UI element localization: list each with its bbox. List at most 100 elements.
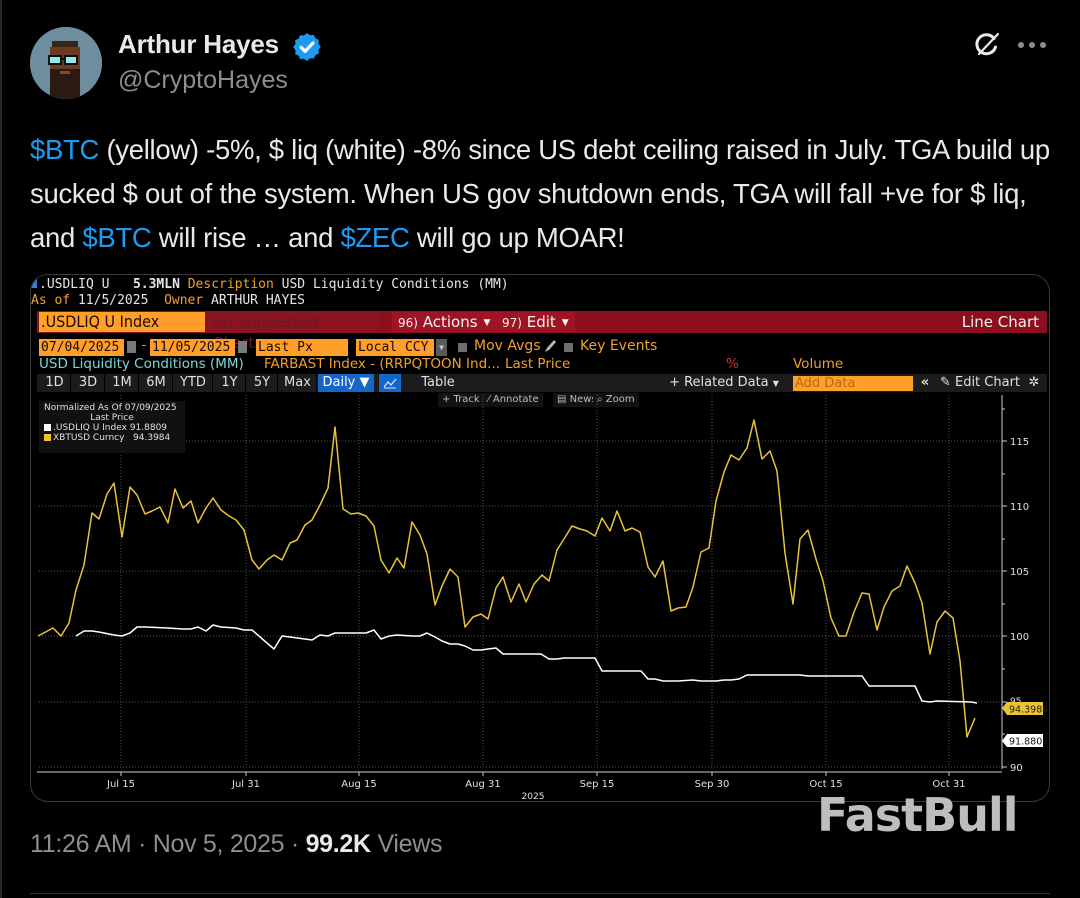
tweet-text: $BTC (yellow) -5%, $ liq (white) -8% sin… <box>30 128 1060 260</box>
grok-icon[interactable] <box>970 28 1004 62</box>
security-input[interactable]: .USDLIQ U Index <box>39 312 205 332</box>
edit-chart-button[interactable]: ✎ Edit Chart <box>939 375 1021 390</box>
svg-text:Aug 15: Aug 15 <box>341 779 376 790</box>
svg-text:2025: 2025 <box>522 792 545 802</box>
chart-type-label[interactable]: Line Chart <box>961 313 1039 331</box>
suggested-charts-button[interactable]: 94) Suggested Charts▼ <box>207 312 379 352</box>
key-events-checkbox[interactable] <box>564 343 573 352</box>
tweet-date[interactable]: Nov 5, 2025 <box>152 830 285 858</box>
svg-text:91.8809: 91.8809 <box>1009 737 1048 748</box>
author-name[interactable]: Arthur Hayes <box>118 29 279 59</box>
usdliq-series-line <box>75 624 978 704</box>
svg-text:90: 90 <box>1010 763 1023 774</box>
tweet-time[interactable]: 11:26 AM <box>30 830 132 858</box>
chart-legend: Normalized As Of 07/09/2025 Last Price .… <box>39 401 185 453</box>
legend-item-xbtusd[interactable]: XBTUSD Curncy 94.3984 <box>44 433 180 443</box>
period-1d[interactable]: 1D <box>39 374 71 392</box>
avatar[interactable] <box>30 27 102 99</box>
svg-text:Aug 31: Aug 31 <box>465 779 500 790</box>
news-tool[interactable]: ▤ News <box>553 393 601 407</box>
mov-avgs-label[interactable]: Mov Avgs <box>474 338 541 354</box>
usdliq-value-tag: 91.8809 <box>1002 734 1048 748</box>
separator: · <box>290 830 299 858</box>
svg-text:Oct 15: Oct 15 <box>809 779 842 790</box>
cashtag-btc[interactable]: $BTC <box>82 222 152 253</box>
date-range-dash: - <box>140 338 148 353</box>
series-name: USD Liquidity Conditions (MM) <box>39 356 244 372</box>
period-1y[interactable]: 1Y <box>214 374 246 392</box>
svg-text:115: 115 <box>1010 437 1029 448</box>
cashtag-btc[interactable]: $BTC <box>30 134 100 165</box>
track-tool[interactable]: + Track <box>438 393 484 407</box>
legend-item-usdliq[interactable]: .USDLIQ U Index 91.8809 <box>44 423 180 433</box>
line-chart-icon <box>383 378 397 389</box>
svg-text:Sep 30: Sep 30 <box>695 779 730 790</box>
pencil-icon[interactable] <box>543 338 557 354</box>
chevron-down-icon[interactable]: ▼ <box>436 339 447 356</box>
pixel-avatar-icon <box>30 27 102 99</box>
calendar-icon[interactable] <box>238 341 247 353</box>
zoom-tool[interactable]: ⌕ Zoom <box>593 393 639 407</box>
svg-text:110: 110 <box>1010 502 1029 513</box>
period-max[interactable]: Max <box>279 374 317 392</box>
period-5y[interactable]: 5Y <box>247 374 278 392</box>
annotate-tool[interactable]: ⁄ Annotate <box>484 393 543 407</box>
series-component: FARBAST Index - (RRPQTOON Ind... <box>264 356 501 372</box>
more-options-icon[interactable] <box>1018 38 1050 52</box>
key-events-label[interactable]: Key Events <box>580 338 658 354</box>
calendar-icon[interactable] <box>127 341 136 353</box>
edit-menu-button[interactable]: 97) Edit ▼ <box>496 312 575 332</box>
actions-menu-button[interactable]: 96) Actions ▼ <box>392 312 497 332</box>
terminal-header-line-1: .USDLIQ U 5.3MLN Description USD Liquidi… <box>31 277 509 292</box>
bloomberg-terminal-chart: .USDLIQ U 5.3MLN Description USD Liquidi… <box>31 275 1050 802</box>
last-price-label: Last Price <box>505 356 571 372</box>
tweet-metadata: 11:26 AM · Nov 5, 2025 · 99.2K Views <box>30 830 443 859</box>
end-date-input[interactable]: 11/05/2025 <box>150 339 235 356</box>
x-axis-labels: Jul 15 Jul 31 Aug 15 Aug 31 Sep 15 Sep 30 Oct … <box>106 779 966 802</box>
related-data-button[interactable]: + Related Data ▼ <box>669 375 779 390</box>
tweet-media-image[interactable]: .USDLIQ U 5.3MLN Description USD Liquidi… <box>30 274 1050 802</box>
y-axis-labels: 1151101051009590 <box>1010 437 1029 774</box>
volume-label: Volume <box>793 356 844 372</box>
period-1m[interactable]: 1M <box>106 374 139 392</box>
svg-text:Jul 15: Jul 15 <box>106 779 135 790</box>
period-3d[interactable]: 3D <box>72 374 105 392</box>
frequency-dropdown[interactable]: Daily ▼ <box>318 374 374 392</box>
percent-icon: % <box>726 356 739 372</box>
views-label: Views <box>377 830 443 858</box>
author-handle[interactable]: @CryptoHayes <box>118 66 288 94</box>
yellow-swatch-icon <box>44 434 51 441</box>
add-data-input[interactable]: Add Data <box>793 376 913 391</box>
terminal-header-line-2: As of 11/5/2025 Owner ARTHUR HAYES <box>31 293 305 308</box>
mov-avgs-checkbox[interactable] <box>458 343 467 352</box>
views-count: 99.2K <box>305 830 372 858</box>
svg-text:Oct 31: Oct 31 <box>932 779 965 790</box>
tweet-text-segment: will go up MOAR! <box>409 222 625 253</box>
cashtag-zec[interactable]: $ZEC <box>340 222 410 253</box>
currency-select[interactable]: Local CCY <box>356 339 434 356</box>
white-swatch-icon <box>44 424 51 431</box>
svg-text:100: 100 <box>1010 632 1029 643</box>
price-field-select[interactable]: Last Px <box>256 339 348 356</box>
divider <box>30 893 1050 894</box>
xbtusd-series-line <box>37 419 976 738</box>
btc-value-tag: 94.3984 <box>1002 702 1048 716</box>
table-view-button[interactable]: Table <box>421 375 455 390</box>
start-date-input[interactable]: 07/04/2025 <box>39 339 124 356</box>
separator: · <box>138 830 147 858</box>
legend-title: Normalized As Of 07/09/2025 <box>44 403 177 413</box>
svg-text:Sep 15: Sep 15 <box>580 779 615 790</box>
svg-text:94.3984: 94.3984 <box>1009 705 1048 716</box>
verified-badge-icon <box>293 33 321 61</box>
svg-text:105: 105 <box>1010 567 1029 578</box>
period-ytd[interactable]: YTD <box>174 374 213 392</box>
period-6m[interactable]: 6M <box>140 374 173 392</box>
tweet-text-segment: (yellow) -5%, $ liq (white) -8% since US… <box>30 134 1050 253</box>
fastbull-watermark: FastBull <box>817 788 1018 842</box>
collapse-button[interactable]: « <box>920 375 930 390</box>
legend-subtitle: Last Price <box>90 413 134 423</box>
settings-gear-icon[interactable]: ✲ <box>1028 375 1040 390</box>
line-chart-toggle[interactable] <box>379 374 401 392</box>
chart-grid <box>39 395 1001 768</box>
